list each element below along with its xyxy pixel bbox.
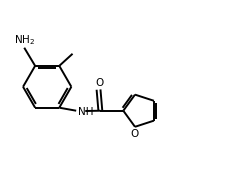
Text: NH: NH (78, 107, 93, 117)
Text: NH$_2$: NH$_2$ (14, 33, 35, 47)
Text: O: O (130, 129, 138, 139)
Text: O: O (95, 78, 103, 88)
